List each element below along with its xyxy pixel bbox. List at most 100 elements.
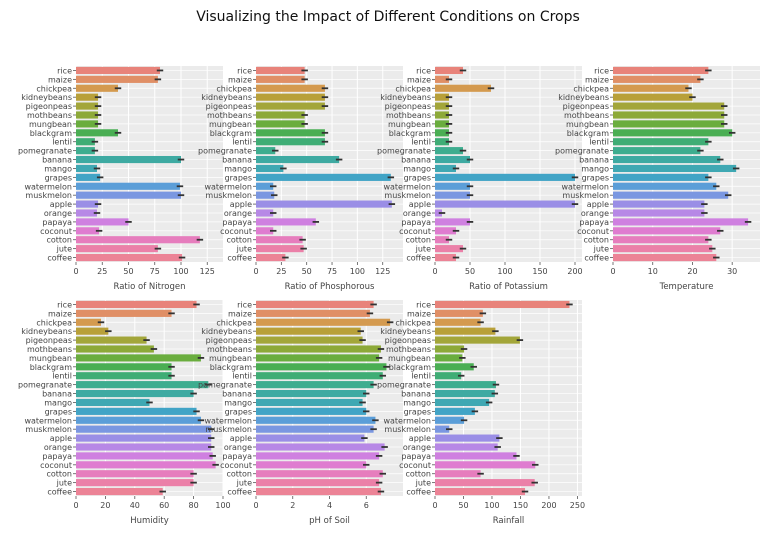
y-tick-label: lentil bbox=[411, 372, 431, 381]
x-tick-label: 100 bbox=[350, 267, 365, 276]
bar-jute bbox=[435, 479, 535, 487]
x-tick-label: 2 bbox=[290, 501, 295, 510]
bar-kidneybeans bbox=[76, 93, 99, 101]
bar-muskmelon bbox=[76, 191, 181, 199]
bar-lentil bbox=[613, 138, 709, 146]
bar-muskmelon bbox=[76, 425, 212, 433]
bar-coconut bbox=[76, 227, 100, 235]
bar-muskmelon bbox=[435, 191, 470, 199]
bar-grapes bbox=[435, 407, 475, 415]
bar-banana bbox=[435, 155, 470, 164]
y-tick-label: pomegranate bbox=[198, 381, 252, 390]
bar-jute bbox=[435, 245, 463, 253]
bar-rice bbox=[435, 66, 463, 75]
y-tick-label: cotton bbox=[46, 470, 72, 479]
y-tick-label: grapes bbox=[582, 173, 609, 182]
bar-blackgram bbox=[256, 129, 325, 137]
bar-chickpea bbox=[76, 318, 101, 326]
x-tick-label: 40 bbox=[130, 501, 140, 510]
y-tick-label: blackgram bbox=[30, 129, 73, 138]
bar-mothbeans bbox=[256, 345, 381, 353]
x-tick-label: 4 bbox=[327, 501, 332, 510]
x-tick-label: 80 bbox=[189, 501, 199, 510]
bar-apple bbox=[613, 200, 705, 208]
y-tick-label: mothbeans bbox=[386, 111, 431, 120]
y-tick-label: mango bbox=[224, 164, 252, 173]
x-tick-label: 0 bbox=[432, 501, 437, 510]
bar-blackgram bbox=[435, 129, 449, 137]
bar-mungbean bbox=[256, 120, 305, 128]
y-tick-label: chickpea bbox=[36, 318, 72, 327]
x-tick-label: 200 bbox=[567, 267, 582, 276]
y-tick-label: watermelon bbox=[383, 416, 431, 425]
y-tick-label: mungbean bbox=[29, 354, 72, 363]
bar-blackgram bbox=[613, 129, 733, 137]
y-tick-label: mothbeans bbox=[564, 111, 609, 120]
y-tick-label: muskmelon bbox=[25, 191, 72, 200]
bar-watermelon bbox=[435, 182, 470, 190]
bar-kidneybeans bbox=[256, 93, 325, 101]
bar-rice bbox=[256, 300, 374, 309]
bar-papaya bbox=[76, 218, 129, 226]
y-tick-label: maize bbox=[407, 309, 431, 318]
x-axis-label: Humidity bbox=[130, 516, 169, 526]
y-tick-label: jute bbox=[236, 245, 252, 254]
y-tick-label: cotton bbox=[405, 236, 431, 245]
bar-lentil bbox=[76, 372, 172, 380]
y-tick-label: coffee bbox=[227, 488, 252, 497]
y-tick-label: rice bbox=[594, 66, 609, 75]
y-tick-label: watermelon bbox=[24, 416, 72, 425]
y-tick-label: kidneybeans bbox=[380, 93, 431, 102]
x-tick-label: 125 bbox=[375, 267, 390, 276]
bar-blackgram bbox=[76, 363, 172, 371]
bar-mungbean bbox=[613, 120, 725, 128]
bar-papaya bbox=[256, 452, 380, 460]
y-tick-label: grapes bbox=[45, 173, 72, 182]
y-tick-label: coconut bbox=[577, 227, 609, 236]
bar-lentil bbox=[76, 138, 95, 146]
panel-6: 0 2 4 6 ricemaizechickpeakidneybeanspigeonpe… bbox=[198, 300, 403, 526]
y-tick-label: mango bbox=[403, 164, 431, 173]
y-tick-label: coconut bbox=[399, 461, 431, 470]
bar-papaya bbox=[435, 218, 470, 226]
bar-blackgram bbox=[76, 129, 118, 137]
bar-mungbean bbox=[256, 354, 380, 362]
y-tick-label: kidneybeans bbox=[558, 93, 609, 102]
y-tick-label: coffee bbox=[584, 254, 609, 263]
bar-mothbeans bbox=[76, 111, 99, 119]
chart-title: Visualizing the Impact of Different Cond… bbox=[196, 9, 580, 25]
y-tick-label: jute bbox=[415, 245, 431, 254]
bar-blackgram bbox=[435, 363, 474, 371]
bar-maize bbox=[613, 75, 701, 83]
y-tick-label: orange bbox=[403, 209, 431, 218]
y-tick-label: lentil bbox=[411, 138, 431, 147]
y-tick-label: apple bbox=[409, 200, 431, 209]
y-tick-label: coffee bbox=[227, 254, 252, 263]
bar-mungbean bbox=[435, 354, 463, 362]
y-tick-label: rice bbox=[237, 66, 252, 75]
y-tick-label: coffee bbox=[406, 254, 431, 263]
x-tick-label: 0 bbox=[253, 267, 258, 276]
bar-chickpea bbox=[435, 84, 491, 92]
x-tick-label: 60 bbox=[159, 501, 169, 510]
bar-rice bbox=[256, 66, 305, 75]
y-tick-label: mothbeans bbox=[27, 111, 72, 120]
x-tick-label: 200 bbox=[541, 501, 556, 510]
bar-banana bbox=[256, 155, 340, 164]
y-tick-label: mango bbox=[403, 398, 431, 407]
x-axis-label: Rainfall bbox=[493, 516, 525, 526]
y-tick-label: banana bbox=[42, 156, 72, 165]
y-tick-label: coffee bbox=[47, 488, 72, 497]
bar-rice bbox=[435, 300, 570, 309]
x-tick-label: 0 bbox=[432, 267, 437, 276]
y-tick-label: pomegranate bbox=[555, 147, 609, 156]
bar-watermelon bbox=[435, 416, 465, 424]
bar-coconut bbox=[435, 227, 456, 235]
y-tick-label: grapes bbox=[225, 173, 252, 182]
y-tick-label: kidneybeans bbox=[21, 327, 72, 336]
bar-grapes bbox=[256, 173, 391, 181]
y-tick-label: apple bbox=[409, 434, 431, 443]
y-tick-label: orange bbox=[44, 209, 72, 218]
y-tick-label: grapes bbox=[225, 407, 252, 416]
y-tick-label: grapes bbox=[404, 407, 431, 416]
